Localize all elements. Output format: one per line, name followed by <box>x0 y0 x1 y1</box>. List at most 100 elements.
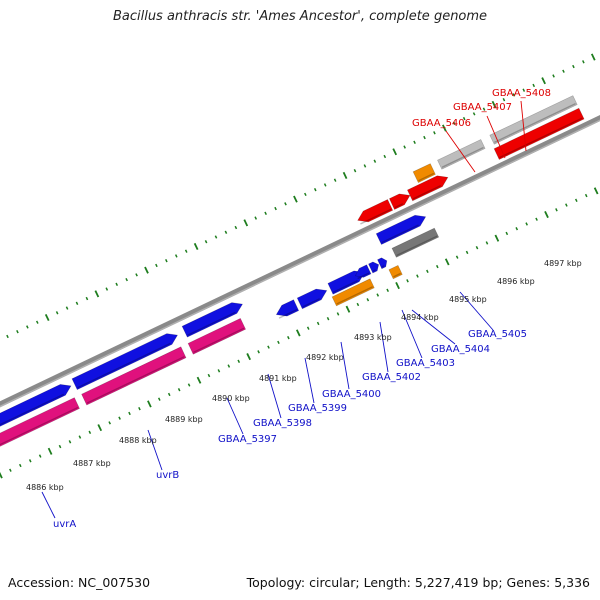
outer-tick <box>44 313 50 322</box>
gene-label[interactable]: GBAA_5405 <box>468 329 527 340</box>
outer-tick <box>293 195 298 203</box>
gene-label[interactable]: uvrA <box>53 519 76 530</box>
inner-tick <box>118 416 121 420</box>
gene-label[interactable]: GBAA_5400 <box>322 389 381 400</box>
scale-label: 4886 kbp <box>26 483 64 492</box>
inner-tick <box>345 305 351 313</box>
inner-tick <box>295 329 301 337</box>
inner-tick <box>78 435 82 439</box>
feature-reverse-2[interactable] <box>81 346 187 406</box>
outer-tick <box>224 230 228 234</box>
inner-tick <box>196 376 202 384</box>
inner-tick <box>257 350 260 354</box>
feature-gbaa-5405[interactable] <box>375 214 427 245</box>
outer-tick <box>16 330 19 334</box>
gene-label[interactable]: GBAA_5397 <box>218 434 277 445</box>
feature-gbaa-5403-shade <box>372 269 376 272</box>
outer-tick <box>522 88 526 92</box>
feature-uvrA-cds[interactable] <box>0 384 72 482</box>
feature-red-gbaa-5407[interactable] <box>389 193 411 210</box>
feature-red-gbaa-5408-shade <box>412 184 442 200</box>
inner-tick <box>97 424 103 432</box>
feature-gbaa-5397[interactable] <box>181 302 243 338</box>
feature-gbaa-5403[interactable] <box>368 261 380 274</box>
feature-red-far[interactable] <box>493 107 585 160</box>
scale-label: 4888 kbp <box>119 436 157 445</box>
inner-tick <box>88 430 92 435</box>
gene-label[interactable]: uvrB <box>156 470 179 481</box>
outer-tick <box>94 290 100 298</box>
inner-tick <box>187 383 191 387</box>
outer-tick <box>165 259 168 263</box>
feature-gbaa-5399[interactable] <box>296 288 328 310</box>
inner-tick <box>0 471 3 479</box>
inner-tick <box>316 321 320 326</box>
inner-tick <box>465 250 469 255</box>
feature-orange-inner[interactable] <box>331 278 375 307</box>
inner-tick <box>426 269 429 274</box>
outer-tick <box>512 93 516 97</box>
outer-tick <box>562 69 565 73</box>
feature-red-gbaa-5407-shade <box>394 203 404 209</box>
gene-label[interactable]: GBAA_5406 <box>412 118 471 129</box>
outer-tick <box>442 124 447 132</box>
outer-tick <box>55 311 59 315</box>
gene-label[interactable]: GBAA_5398 <box>253 418 312 429</box>
outer-tick <box>254 216 258 220</box>
inner-tick <box>336 312 340 316</box>
feature-reverse-3[interactable] <box>187 318 247 355</box>
outer-tick <box>193 242 199 251</box>
inner-tick <box>593 187 599 195</box>
feature-track <box>0 95 585 499</box>
gene-label[interactable]: GBAA_5399 <box>288 403 347 414</box>
inner-tick <box>535 217 538 221</box>
scale-label: 4887 kbp <box>73 459 111 468</box>
feature-uvrB-cds[interactable] <box>71 333 178 390</box>
feature-gray-light-1-shade <box>441 146 484 168</box>
outer-tick <box>403 145 406 149</box>
feature-red-gbaa-5406[interactable] <box>357 199 394 223</box>
outer-tick <box>125 277 128 282</box>
feature-reverse-2-shade <box>86 356 185 404</box>
feature-gbaa-5402-shade <box>357 272 370 280</box>
feature-gbaa-5404[interactable] <box>377 257 388 270</box>
gene-label[interactable]: GBAA_5404 <box>431 344 490 355</box>
feature-orange-outer[interactable] <box>412 163 436 184</box>
feature-gray-dark[interactable] <box>391 227 440 258</box>
inner-tick <box>138 407 141 411</box>
outer-tick <box>184 249 188 253</box>
inner-tick <box>366 298 370 302</box>
leader-line <box>486 115 506 159</box>
feature-gray-light-1[interactable] <box>437 139 486 170</box>
feature-gray-light-2[interactable] <box>489 95 578 145</box>
feature-red-gbaa-5408[interactable] <box>406 175 449 202</box>
inner-tick <box>28 459 32 463</box>
scale-label: 4891 kbp <box>259 374 297 383</box>
feature-red-far-shade <box>499 117 583 159</box>
feature-red-gbaa-5406-shade <box>360 208 392 225</box>
outer-tick <box>342 171 348 179</box>
scale-label: 4890 kbp <box>212 394 250 403</box>
inner-tick <box>277 340 280 345</box>
feature-reverse-1[interactable] <box>0 397 80 499</box>
feature-gbaa-5398[interactable] <box>275 299 300 317</box>
outer-tick <box>472 112 476 116</box>
gene-label[interactable]: GBAA_5407 <box>453 102 512 113</box>
feature-orange-small[interactable] <box>388 265 403 280</box>
inner-tick <box>386 288 389 292</box>
gene-label[interactable]: GBAA_5402 <box>362 372 421 383</box>
outer-tick <box>323 183 327 187</box>
outer-tick <box>433 131 436 135</box>
feature-gbaa-5404-shade <box>381 265 385 268</box>
outer-tick <box>274 206 277 211</box>
gene-label[interactable]: GBAA_5403 <box>396 358 455 369</box>
feature-gbaa-5402[interactable] <box>354 264 372 278</box>
inner-tick <box>306 326 310 330</box>
inner-tick <box>246 353 251 361</box>
gene-label[interactable]: GBAA_5408 <box>492 88 551 99</box>
gene-labels: uvrA uvrB GBAA_5397 GBAA_5398 GBAA_5399 GBAA_… <box>53 88 551 530</box>
inner-tick <box>475 245 479 250</box>
leader-line <box>226 397 244 435</box>
leader-line <box>520 100 527 152</box>
